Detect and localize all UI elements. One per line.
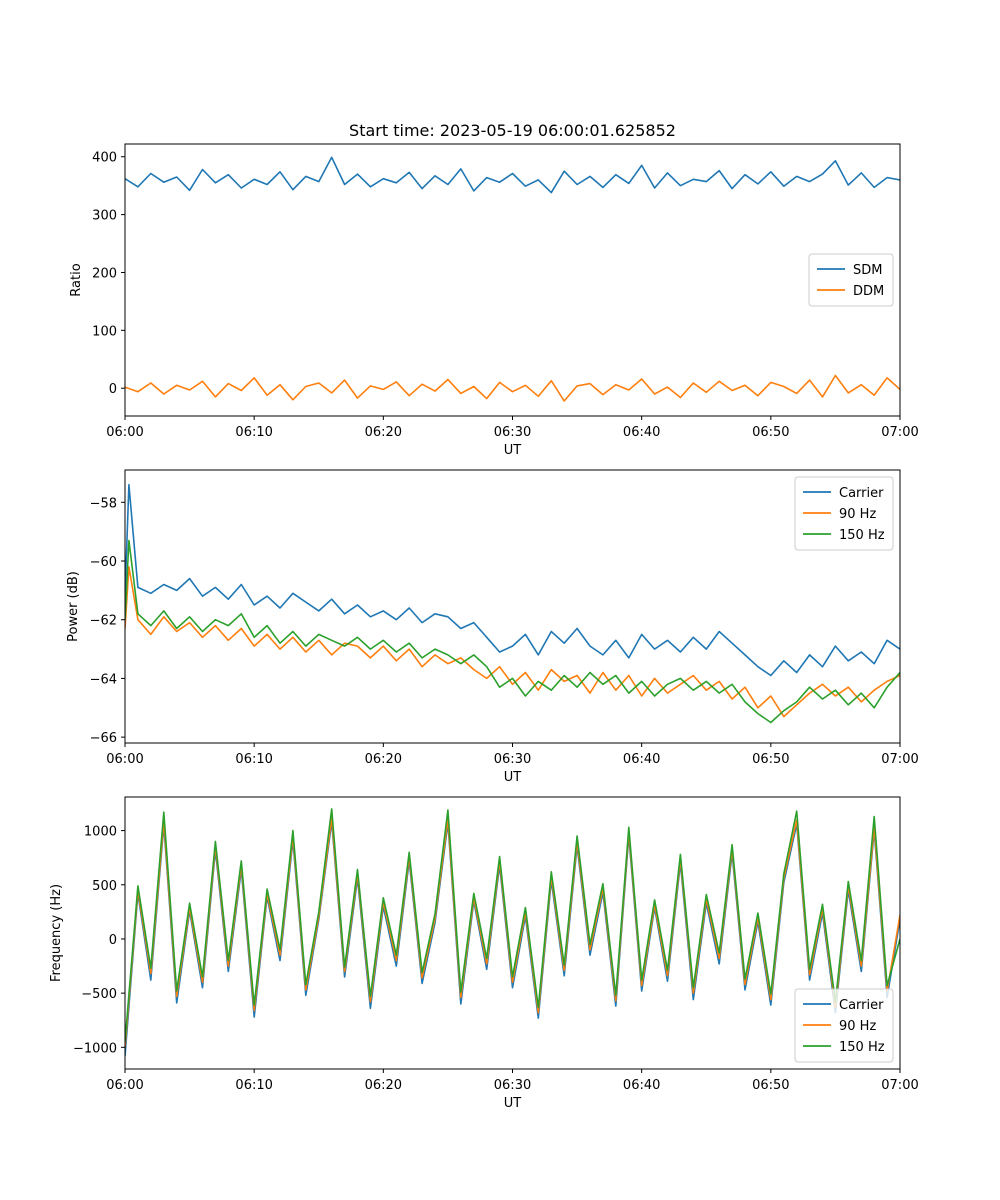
y-tick-label: 500 <box>92 879 117 894</box>
x-tick-label: 06:10 <box>235 752 272 767</box>
y-tick-label: −1000 <box>73 1041 117 1056</box>
y-tick-label: 0 <box>109 382 117 397</box>
x-tick-label: 06:00 <box>106 425 143 440</box>
series-line-sdm <box>125 156 900 194</box>
y-axis-label: Frequency (Hz) <box>49 884 64 982</box>
y-tick-label: −60 <box>90 555 117 570</box>
series-group <box>125 808 900 1057</box>
chart-title: Start time: 2023-05-19 06:00:01.625852 <box>349 121 676 140</box>
legend: Carrier 90 Hz 150 Hz <box>794 476 894 551</box>
y-tick-label: 300 <box>92 209 117 224</box>
x-tick-label: 06:50 <box>752 1078 789 1093</box>
x-tick-label: 06:40 <box>623 425 660 440</box>
y-axis-label: Power (dB) <box>66 571 81 642</box>
x-tick-label: 06:00 <box>106 1078 143 1093</box>
x-tick-label: 06:50 <box>752 425 789 440</box>
chart-panel-1: Start time: 2023-05-19 06:00:01.625852 06… <box>69 121 919 458</box>
legend-entry: 150 Hz <box>839 528 885 543</box>
legend: Carrier 90 Hz 150 Hz <box>794 988 894 1063</box>
y-tick-label: −58 <box>90 496 117 511</box>
legend-box <box>808 253 894 307</box>
series-line-90-hz <box>125 566 900 718</box>
series-group <box>125 483 900 724</box>
x-tick-label: 06:20 <box>365 752 402 767</box>
x-tick-label: 06:10 <box>235 425 272 440</box>
x-axis-label: UT <box>504 770 522 785</box>
y-tick-label: −500 <box>81 987 117 1002</box>
y-tick-label: −62 <box>90 614 117 629</box>
series-line-150-hz <box>125 539 900 724</box>
y-tick-label: 100 <box>92 324 117 339</box>
x-tick-label: 06:50 <box>752 752 789 767</box>
x-axis-label: UT <box>504 1096 522 1111</box>
legend-entry: Carrier <box>839 998 884 1013</box>
y-tick-label: 400 <box>92 151 117 166</box>
series-line-150-hz <box>125 808 900 1042</box>
x-tick-label: 06:30 <box>494 752 531 767</box>
x-tick-label: 06:30 <box>494 1078 531 1093</box>
legend-box <box>794 988 894 1063</box>
y-tick-label: −64 <box>90 672 117 687</box>
chart-panel-2: 06:00 06:10 06:20 06:30 06:40 06:50 07:00 −58 −6… <box>66 469 919 785</box>
legend-entry: SDM <box>853 263 882 278</box>
x-axis-label: UT <box>504 443 522 458</box>
chart-panel-3: 06:00 06:10 06:20 06:30 06:40 06:50 07:00 1000 5… <box>49 796 919 1111</box>
legend-entry: DDM <box>853 284 884 299</box>
series-line-carrier <box>125 483 900 677</box>
series-line-90-hz <box>125 816 900 1048</box>
y-tick-label: 0 <box>109 933 117 948</box>
x-tick-label: 06:20 <box>365 1078 402 1093</box>
legend-entry: Carrier <box>839 486 884 501</box>
series-group <box>125 156 900 402</box>
x-tick-label: 06:10 <box>235 1078 272 1093</box>
series-line-ddm <box>125 374 900 402</box>
x-tick-label: 07:00 <box>881 752 918 767</box>
x-tick-label: 07:00 <box>881 425 918 440</box>
series-line-carrier <box>125 821 900 1057</box>
plot-frame <box>124 796 901 1070</box>
legend-entry: 90 Hz <box>839 507 876 522</box>
legend-box <box>794 476 894 551</box>
x-tick-label: 07:00 <box>881 1078 918 1093</box>
legend: SDM DDM <box>808 253 894 307</box>
plot-frame <box>124 143 901 417</box>
legend-entry: 90 Hz <box>839 1019 876 1034</box>
y-axis-label: Ratio <box>69 263 84 296</box>
x-tick-label: 06:20 <box>365 425 402 440</box>
y-tick-label: −66 <box>90 731 117 746</box>
x-tick-label: 06:30 <box>494 425 531 440</box>
plot-frame <box>124 469 901 744</box>
x-tick-label: 06:00 <box>106 752 143 767</box>
y-tick-label: 1000 <box>84 825 117 840</box>
legend-entry: 150 Hz <box>839 1040 885 1055</box>
x-tick-label: 06:40 <box>623 752 660 767</box>
y-tick-label: 200 <box>92 266 117 281</box>
x-tick-label: 06:40 <box>623 1078 660 1093</box>
